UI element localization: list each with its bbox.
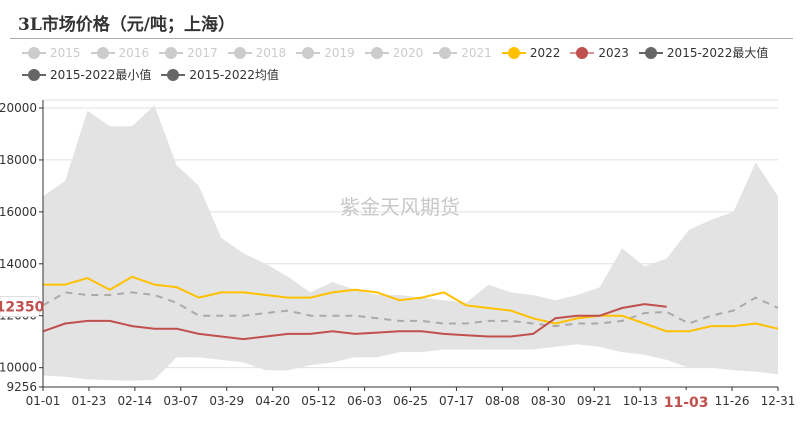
legend-marker-icon [296,46,321,59]
y-tick-label: 20000 [0,101,37,115]
legend-label: 2015-2022最大值 [666,46,769,60]
legend-marker-icon [159,46,184,59]
title-divider [10,38,793,39]
legend-marker-icon [22,46,46,59]
x-tick-label: 06-03 [347,394,382,408]
legend-row-1: 2015 2016 2017 2018 2019 2020 2021 2022 2023 2015… [22,44,778,61]
legend-item-1[interactable]: 2016 [90,45,150,60]
legend-item-2[interactable]: 2017 [159,46,218,60]
legend-marker-icon [22,68,46,81]
legend-item-5[interactable]: 2020 [364,45,424,60]
legend-label: 2023 [598,45,629,60]
x-tick-label: 10-13 [623,394,658,408]
legend-label: 2015 [50,45,81,60]
legend-label: 2019 [324,45,355,60]
x-tick-label: 04-20 [255,394,290,408]
y-tick-label: 18000 [0,153,37,167]
legend-row-2: 2015-2022最小值 2015-2022均值 [22,66,289,83]
legend-item-3[interactable]: 2018 [227,45,287,60]
x-tick-label: 08-08 [485,394,520,408]
min-max-band [43,105,778,381]
x-pointer-label: 11-03 [664,395,709,411]
legend-item-9[interactable]: 2015-2022最大值 [638,44,769,61]
x-tick-label: 11-26 [715,394,750,408]
x-tick-label: 12-31 [761,394,796,408]
x-tick-label: 09-21 [577,394,612,408]
legend-label: 2017 [187,45,218,60]
axes: 925610000120001400016000180002000001-010… [0,100,795,408]
legend-item-6[interactable]: 2021 [433,46,492,60]
legend-item-8[interactable]: 2023 [570,46,629,60]
chart-title: 3L市场价格（元/吨；上海） [18,15,235,35]
x-tick-label: 06-25 [393,394,428,408]
legend-label: 2015-2022均值 [189,68,279,82]
y-tick-label: 10000 [0,361,37,375]
legend-item-0[interactable]: 2015 [22,46,81,60]
legend-item-4[interactable]: 2019 [296,46,355,60]
y-tick-label: 9256 [6,380,37,394]
legend-label: 2015-2022最小值 [50,68,152,82]
series-lines [42,275,779,341]
legend-marker-icon [570,46,595,59]
x-tick-label: 07-17 [439,394,474,408]
legend-marker-icon [227,46,252,59]
legend-item-10[interactable]: 2015-2022最小值 [22,66,151,83]
y-pointer-label: 12350 [0,300,45,316]
legend-marker-icon [638,46,663,59]
x-tick-label: 05-12 [301,394,336,408]
y-tick-label: 14000 [0,257,37,271]
legend-marker-icon [501,46,526,59]
x-tick-label: 03-07 [163,394,198,408]
axis-pointer: 12350 11-03 [0,296,713,414]
legend-marker-icon [90,46,115,59]
x-tick-label: 08-30 [531,394,566,408]
legend-item-11[interactable]: 2015-2022均值 [161,66,279,83]
y-tick-label: 16000 [0,205,37,219]
legend-marker-icon [364,46,389,59]
legend-label: 2022 [529,45,561,60]
x-tick-label: 01-23 [72,394,107,408]
legend-label: 2021 [461,45,492,60]
watermark: 紫金天风期货 [340,195,460,219]
legend-label: 2016 [118,45,150,60]
legend-label: 2020 [392,45,424,60]
legend-label: 2018 [255,45,287,60]
x-tick-label: 01-01 [26,394,61,408]
legend-marker-icon [433,46,458,59]
x-tick-label: 03-29 [209,394,244,408]
x-tick-label: 02-14 [117,394,152,408]
legend-item-7[interactable]: 2022 [501,45,561,60]
legend-marker-icon [161,68,186,81]
